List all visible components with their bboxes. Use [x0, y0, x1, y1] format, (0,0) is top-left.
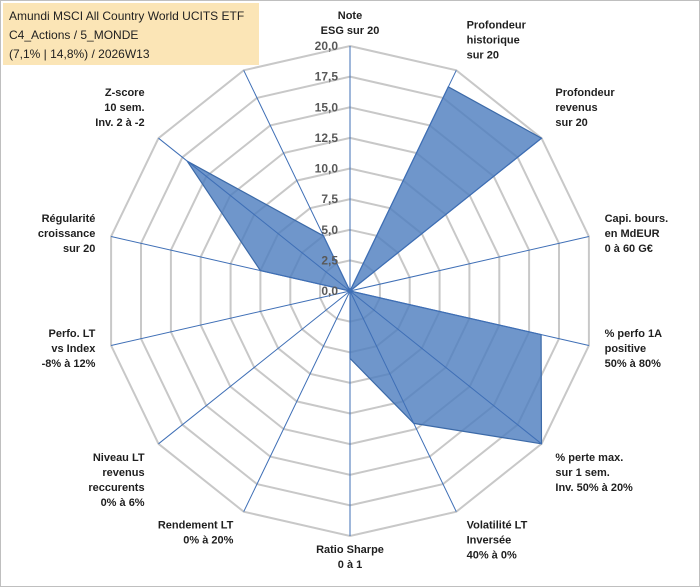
axis-label: 50% à 80%: [605, 358, 661, 370]
chart-title-box: Amundi MSCI All Country World UCITS ETF …: [3, 3, 259, 65]
axis-spoke: [349, 236, 590, 292]
title-line-category: C4_Actions / 5_MONDE: [9, 28, 139, 42]
radial-tick-labels: 0,0 2,5 5,0 7,5 10,0 12,5 15,0 17,5 20,0: [315, 39, 339, 298]
axis-label: -8% à 12%: [42, 358, 96, 370]
radial-tick-label: 10,0: [315, 162, 339, 176]
axis-spoke: [158, 137, 351, 292]
radial-tick-label: 20,0: [315, 39, 339, 53]
axis-spoke: [349, 290, 542, 445]
radial-tick-label: 0,0: [321, 284, 338, 298]
axis-label: Volatilité LT: [467, 520, 528, 532]
axis-label: Profondeur: [467, 19, 527, 31]
axis-label: Perfo. LT: [49, 328, 96, 340]
axis-label: en MdEUR: [605, 228, 660, 240]
axis-label: revenus: [555, 102, 597, 114]
title-line-stats: (7,1% | 14,8%) / 2026W13: [9, 47, 150, 61]
axis-spoke: [349, 137, 542, 292]
axis-labels: Note ESG sur 20 Profondeur historique sur 20…: [38, 10, 668, 571]
axis-label: 0% à 6%: [101, 497, 145, 509]
axis-label: historique: [467, 34, 520, 46]
axis-spoke: [110, 236, 351, 292]
axis-label: positive: [605, 343, 647, 355]
axis-label: vs Index: [51, 343, 96, 355]
axis-label: sur 20: [63, 243, 95, 255]
axis-label: Z-score: [105, 87, 145, 99]
axis-label: Ratio Sharpe: [316, 544, 384, 556]
axis-label: Inversée: [467, 535, 512, 547]
axis-label: 0 à 60 G€: [605, 243, 653, 255]
axis-label: reccurents: [88, 482, 144, 494]
axis-label: ESG sur 20: [321, 25, 380, 37]
axis-label: Inv. 2 à -2: [95, 117, 144, 129]
axis-label: Niveau LT: [93, 452, 145, 464]
axis-spoke: [349, 70, 457, 292]
axis-label: Inv. 50% à 20%: [555, 482, 633, 494]
axis-label: % perte max.: [555, 452, 623, 464]
axis-spoke: [158, 290, 351, 445]
radial-tick-label: 5,0: [321, 223, 338, 237]
axis-spoke: [349, 290, 590, 346]
axis-label: 40% à 0%: [467, 550, 517, 562]
axis-spoke: [110, 290, 351, 346]
axis-label: Régularité: [42, 213, 96, 225]
axis-spoke: [243, 70, 351, 292]
radial-tick-label: 12,5: [315, 131, 339, 145]
axis-label: croissance: [38, 228, 95, 240]
axis-label: Capi. bours.: [605, 213, 669, 225]
radial-tick-label: 7,5: [321, 192, 338, 206]
axis-label: Note: [338, 10, 362, 22]
radar-spokes: [110, 46, 590, 536]
axis-label: revenus: [102, 467, 144, 479]
axis-label: 0 à 1: [338, 559, 362, 571]
axis-label: Profondeur: [555, 87, 615, 99]
axis-label: Rendement LT: [158, 520, 234, 532]
axis-label: 0% à 20%: [183, 535, 233, 547]
axis-label: sur 20: [467, 49, 499, 61]
axis-label: sur 1 sem.: [555, 467, 609, 479]
radial-tick-label: 2,5: [321, 253, 338, 267]
axis-label: 10 sem.: [104, 102, 144, 114]
radial-tick-label: 15,0: [315, 100, 339, 114]
axis-label: % perfo 1A: [605, 328, 663, 340]
radial-tick-label: 17,5: [315, 70, 339, 84]
title-line-fund: Amundi MSCI All Country World UCITS ETF: [9, 9, 245, 23]
axis-label: sur 20: [555, 117, 587, 129]
axis-spoke: [243, 290, 351, 512]
axis-spoke: [349, 290, 457, 512]
